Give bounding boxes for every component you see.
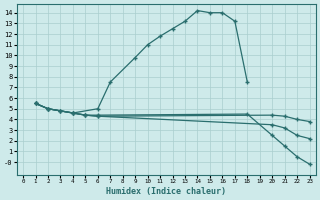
X-axis label: Humidex (Indice chaleur): Humidex (Indice chaleur) xyxy=(106,187,226,196)
